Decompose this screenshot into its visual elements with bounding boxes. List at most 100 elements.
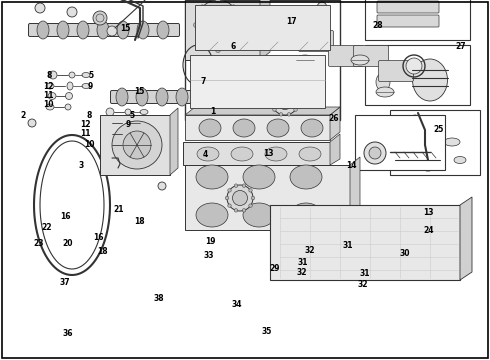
Ellipse shape [410,115,420,125]
Ellipse shape [123,131,151,159]
Ellipse shape [406,58,422,74]
Text: 23: 23 [33,239,44,248]
Ellipse shape [48,93,56,99]
Ellipse shape [106,108,114,116]
Polygon shape [185,115,330,140]
Ellipse shape [242,208,246,212]
Polygon shape [350,157,360,230]
FancyBboxPatch shape [353,45,389,67]
Text: 9: 9 [88,82,93,91]
FancyBboxPatch shape [328,45,364,67]
Bar [365,45,470,105]
Ellipse shape [140,109,148,114]
Ellipse shape [93,11,107,25]
Ellipse shape [196,165,228,189]
Ellipse shape [35,3,45,13]
Ellipse shape [66,93,73,99]
Text: 2: 2 [21,111,25,120]
Ellipse shape [77,21,89,39]
Text: 9: 9 [126,120,131,129]
Text: 29: 29 [269,264,280,273]
Ellipse shape [97,21,109,39]
Ellipse shape [57,21,69,39]
Text: 14: 14 [346,161,357,170]
Text: 32: 32 [304,247,315,256]
Ellipse shape [296,74,318,90]
Text: 12: 12 [80,120,91,129]
Ellipse shape [203,21,223,35]
Polygon shape [185,107,340,115]
Bar [390,110,480,175]
Ellipse shape [111,166,118,172]
Text: 18: 18 [98,248,108,256]
Ellipse shape [196,0,241,50]
Ellipse shape [238,23,243,27]
Ellipse shape [299,147,321,161]
Ellipse shape [231,5,236,10]
Ellipse shape [243,165,275,189]
Text: 5: 5 [130,111,135,120]
Ellipse shape [267,119,289,137]
Ellipse shape [317,2,327,14]
Ellipse shape [197,147,219,161]
Text: 35: 35 [262,327,272,336]
Ellipse shape [263,74,285,90]
Ellipse shape [364,142,386,164]
Ellipse shape [231,147,253,161]
Ellipse shape [273,108,276,111]
Ellipse shape [272,89,298,115]
Ellipse shape [296,55,314,65]
Ellipse shape [235,21,255,35]
Ellipse shape [69,72,75,78]
Ellipse shape [200,5,205,10]
Ellipse shape [249,189,252,192]
Ellipse shape [122,131,129,138]
Ellipse shape [290,165,322,189]
Text: 5: 5 [88,71,93,80]
Ellipse shape [277,95,293,109]
Text: 8: 8 [87,111,92,120]
Text: 11: 11 [80,130,91,139]
Polygon shape [100,115,170,175]
Ellipse shape [265,147,287,161]
Ellipse shape [225,196,229,200]
Bar [355,115,445,170]
Polygon shape [330,134,340,165]
Text: 31: 31 [360,269,370,278]
Ellipse shape [351,55,369,65]
Ellipse shape [37,21,49,39]
Ellipse shape [156,88,168,106]
FancyBboxPatch shape [111,90,262,104]
Ellipse shape [46,104,54,110]
Polygon shape [330,107,340,140]
Ellipse shape [369,147,381,159]
Text: 17: 17 [286,17,297,26]
Polygon shape [195,5,330,50]
Text: 27: 27 [455,42,466,51]
Ellipse shape [46,83,54,89]
Ellipse shape [197,74,219,90]
Ellipse shape [96,14,104,22]
Text: 36: 36 [62,329,73,338]
Text: 34: 34 [231,300,242,309]
Text: 4: 4 [203,150,208,159]
Polygon shape [170,108,178,175]
Ellipse shape [230,74,252,90]
Ellipse shape [296,100,300,104]
Text: 16: 16 [60,212,71,221]
FancyBboxPatch shape [298,31,334,51]
Ellipse shape [67,82,73,90]
Polygon shape [185,165,350,230]
Ellipse shape [67,7,77,17]
Ellipse shape [125,109,131,115]
Ellipse shape [112,121,162,169]
Ellipse shape [376,73,390,91]
Ellipse shape [228,189,231,192]
Ellipse shape [199,119,221,137]
Bar [365,0,470,40]
Ellipse shape [279,88,283,91]
FancyBboxPatch shape [377,15,439,27]
Ellipse shape [413,59,447,101]
Text: 38: 38 [154,294,165,302]
Ellipse shape [116,88,128,106]
